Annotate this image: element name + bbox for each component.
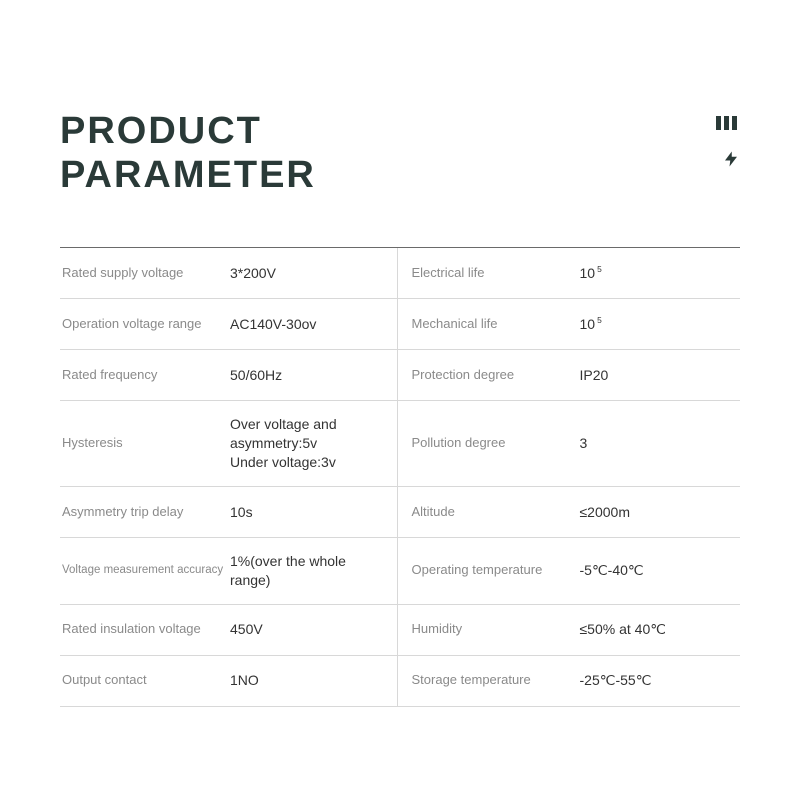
param-value: 50/60Hz (230, 366, 282, 385)
param-value: 3*200V (230, 264, 276, 283)
table-row: Rated supply voltage3*200VElectrical lif… (60, 248, 740, 299)
table-cell-left: Output contact1NO (60, 656, 398, 706)
table-cell-right: Storage temperature-25℃-55℃ (398, 656, 741, 706)
table-cell-right: Altitude≤2000m (398, 487, 741, 537)
param-label: Hysteresis (62, 435, 230, 452)
table-cell-left: Asymmetry trip delay10s (60, 487, 398, 537)
table-row: Rated frequency50/60HzProtection degreeI… (60, 350, 740, 401)
param-value: Over voltage and asymmetry:5v Under volt… (230, 415, 385, 472)
superscript: 5 (597, 264, 602, 274)
page-title: PRODUCT PARAMETER (60, 110, 316, 197)
parameter-table: Rated supply voltage3*200VElectrical lif… (60, 247, 740, 706)
param-label: Output contact (62, 672, 230, 689)
table-cell-left: Rated supply voltage3*200V (60, 248, 398, 298)
table-row: HysteresisOver voltage and asymmetry:5v … (60, 401, 740, 487)
table-cell-left: Rated frequency50/60Hz (60, 350, 398, 400)
param-label: Rated frequency (62, 367, 230, 384)
param-value: -25℃-55℃ (580, 671, 652, 690)
param-value: 105 (580, 264, 602, 283)
header-icons (716, 110, 740, 175)
param-value: 105 (580, 315, 602, 334)
param-label: Operation voltage range (62, 316, 230, 333)
param-value: 1NO (230, 671, 259, 690)
param-label: Asymmetry trip delay (62, 504, 230, 521)
param-label: Rated supply voltage (62, 265, 230, 282)
param-label: Storage temperature (412, 672, 580, 689)
lightning-icon (722, 148, 740, 175)
param-label: Humidity (412, 621, 580, 638)
title-line-1: PRODUCT (60, 110, 262, 152)
table-cell-right: Mechanical life105 (398, 299, 741, 349)
param-label: Rated insulation voltage (62, 621, 230, 638)
param-value: ≤50% at 40℃ (580, 620, 666, 639)
param-label: Operating temperature (412, 562, 580, 579)
table-cell-right: Pollution degree3 (398, 401, 741, 486)
table-cell-right: Operating temperature-5℃-40℃ (398, 538, 741, 604)
param-label: Electrical life (412, 265, 580, 282)
bars-icon (716, 114, 740, 130)
param-label: Voltage measurement accuracy (62, 563, 230, 578)
header: PRODUCT PARAMETER (60, 110, 740, 197)
param-value: ≤2000m (580, 503, 631, 522)
table-row: Voltage measurement accuracy1%(over the … (60, 538, 740, 605)
param-value: 1%(over the whole range) (230, 552, 385, 590)
table-cell-left: Operation voltage rangeAC140V-30ov (60, 299, 398, 349)
table-cell-right: Humidity≤50% at 40℃ (398, 605, 741, 655)
param-label: Protection degree (412, 367, 580, 384)
table-row: Output contact1NOStorage temperature-25℃… (60, 656, 740, 707)
table-row: Operation voltage rangeAC140V-30ovMechan… (60, 299, 740, 350)
param-value: -5℃-40℃ (580, 561, 644, 580)
table-cell-right: Electrical life105 (398, 248, 741, 298)
param-label: Pollution degree (412, 435, 580, 452)
superscript: 5 (597, 315, 602, 325)
table-cell-right: Protection degreeIP20 (398, 350, 741, 400)
param-value: 10s (230, 503, 253, 522)
param-label: Altitude (412, 504, 580, 521)
table-row: Rated insulation voltage450VHumidity≤50%… (60, 605, 740, 656)
table-cell-left: Voltage measurement accuracy1%(over the … (60, 538, 398, 604)
title-line-2: PARAMETER (60, 154, 316, 196)
param-value: 450V (230, 620, 263, 639)
param-value: AC140V-30ov (230, 315, 316, 334)
param-value: 3 (580, 434, 588, 453)
table-cell-left: Rated insulation voltage450V (60, 605, 398, 655)
param-value: IP20 (580, 366, 609, 385)
table-cell-left: HysteresisOver voltage and asymmetry:5v … (60, 401, 398, 486)
table-row: Asymmetry trip delay10sAltitude≤2000m (60, 487, 740, 538)
param-label: Mechanical life (412, 316, 580, 333)
